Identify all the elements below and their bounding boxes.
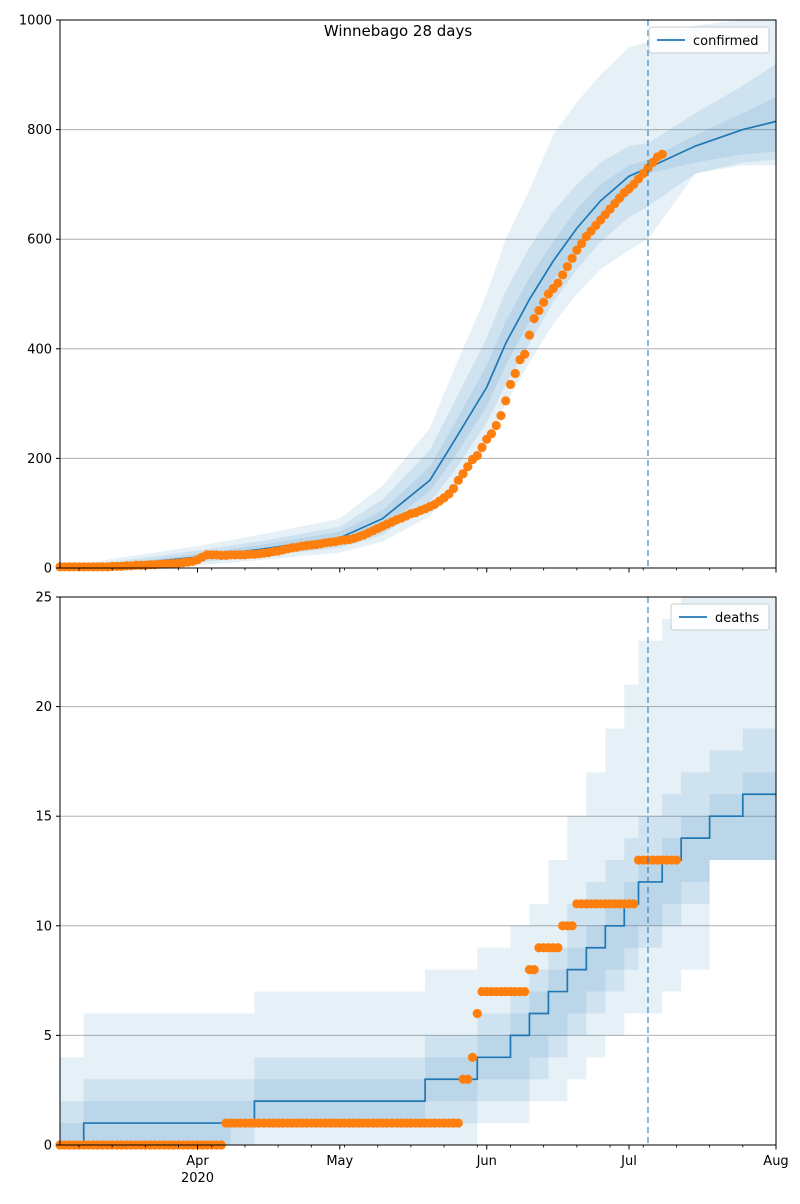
y-tick-label: 0 <box>44 562 52 577</box>
observed-point <box>539 297 549 307</box>
y-tick-label: 200 <box>27 452 52 467</box>
observed-point <box>562 262 572 272</box>
legend-box <box>648 26 770 54</box>
uncertainty-band-middle <box>60 63 776 569</box>
observed-point <box>657 149 667 159</box>
y-tick-label: 15 <box>35 810 52 825</box>
observed-point <box>510 368 520 379</box>
observed-point <box>567 253 577 263</box>
x-tick-label: Apr <box>186 1154 209 1169</box>
uncertainty-band-inner <box>60 750 776 1145</box>
observed-point <box>558 270 568 280</box>
axes-frame <box>59 19 777 569</box>
observed-point <box>501 396 511 406</box>
observed-point <box>472 1008 482 1019</box>
x-tick-sublabel: 2020 <box>181 1171 214 1186</box>
observed-point <box>576 238 587 249</box>
y-tick-label: 25 <box>35 591 52 606</box>
y-tick-label: 5 <box>44 1029 52 1044</box>
observed-point <box>505 379 516 390</box>
y-tick-label: 1000 <box>19 14 52 29</box>
observed-point <box>467 1052 478 1062</box>
observed-point <box>453 1118 463 1128</box>
model-line <box>60 793 776 1146</box>
y-tick-label: 600 <box>27 233 52 248</box>
observed-point <box>463 1074 473 1084</box>
uncertainty-band-inner <box>60 96 776 568</box>
legend-label: confirmed <box>693 34 759 49</box>
confirmed-panel: 0 200 400 600 800 1000 confirmed <box>19 14 777 577</box>
uncertainty-band-outer <box>60 597 776 1145</box>
y-tick-label: 400 <box>27 342 52 357</box>
legend-label: deaths <box>715 611 760 626</box>
observed-point <box>534 305 544 316</box>
uncertainty-band-middle <box>60 684 776 1145</box>
observed-point <box>477 442 487 453</box>
observed-point <box>553 943 563 953</box>
uncertainty-band-outer <box>60 20 776 568</box>
observed-point <box>629 899 639 909</box>
observed-point <box>529 965 539 975</box>
observed-point <box>572 245 582 255</box>
x-tick-label: Jun <box>476 1154 497 1169</box>
observed-point <box>567 921 577 931</box>
y-tick-label: 0 <box>44 1139 52 1154</box>
observed-point <box>486 429 497 439</box>
figure-title: Winnebago 28 days <box>324 22 473 40</box>
observed-point <box>463 462 473 472</box>
deaths-panel: 0 5 10 15 20 25 Apr 2020 May Jun Jul Aug deaths <box>35 591 788 1187</box>
observed-point <box>553 278 563 288</box>
observed-point <box>453 475 463 485</box>
observed-point <box>448 483 459 494</box>
observed-point <box>491 420 501 431</box>
observed-point <box>524 330 535 340</box>
observed-point <box>529 314 539 324</box>
observed-point <box>520 349 530 359</box>
legend-box <box>670 603 770 631</box>
observed-point <box>496 411 506 421</box>
y-tick-label: 800 <box>27 123 52 138</box>
observed-point <box>472 451 482 461</box>
axes-frame <box>59 596 777 1146</box>
x-tick-label: May <box>326 1154 353 1169</box>
y-tick-label: 10 <box>35 919 52 934</box>
x-tick-label: Jul <box>620 1154 637 1169</box>
x-tick-label: Aug <box>763 1154 788 1169</box>
y-tick-label: 20 <box>35 700 52 715</box>
observed-point <box>671 855 682 865</box>
observed-point <box>458 469 468 479</box>
observed-point <box>520 986 530 997</box>
